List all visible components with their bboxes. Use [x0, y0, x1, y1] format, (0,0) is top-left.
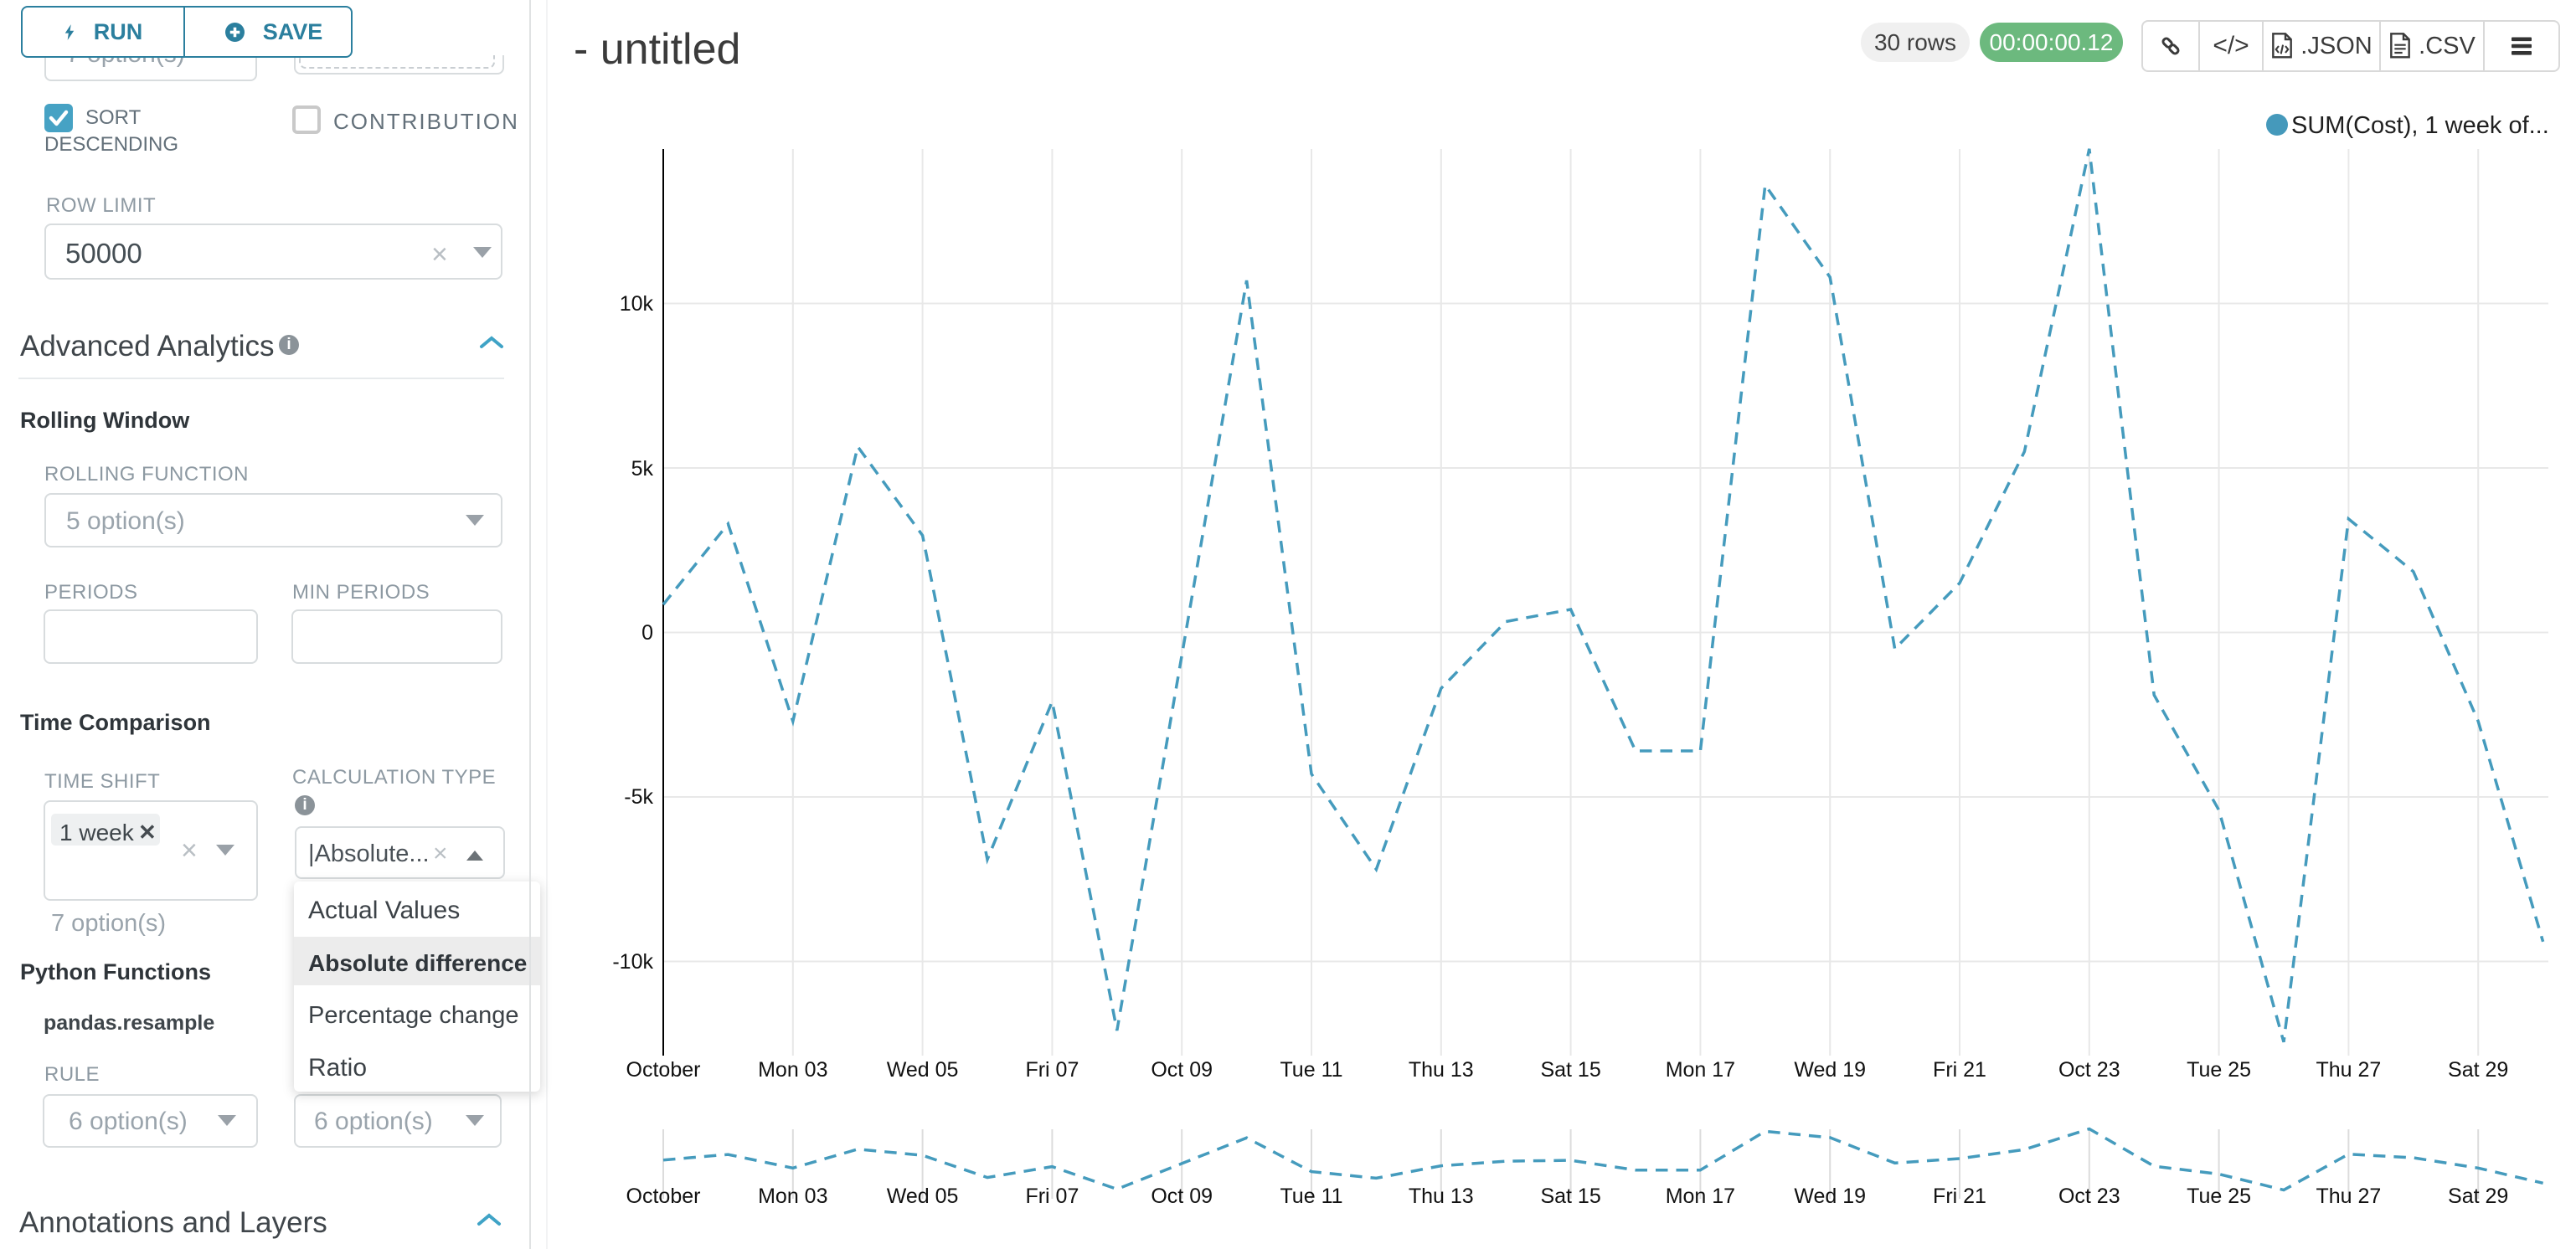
svg-text:Oct 09: Oct 09 [1151, 1058, 1213, 1082]
svg-text:Oct 23: Oct 23 [2058, 1185, 2120, 1208]
svg-text:October: October [626, 1058, 701, 1082]
svg-text:Fri 21: Fri 21 [1933, 1058, 1986, 1082]
svg-text:Tue 11: Tue 11 [1280, 1185, 1342, 1208]
svg-text:Fri 21: Fri 21 [1933, 1185, 1986, 1208]
svg-text:Sat 15: Sat 15 [1540, 1185, 1600, 1208]
svg-text:5k: 5k [631, 457, 654, 481]
svg-text:Wed 05: Wed 05 [887, 1185, 959, 1208]
svg-text:Sat 29: Sat 29 [2448, 1058, 2508, 1082]
svg-text:Wed 05: Wed 05 [887, 1058, 959, 1082]
svg-text:-10k: -10k [612, 950, 653, 974]
svg-text:October: October [626, 1185, 701, 1208]
svg-text:-5k: -5k [624, 785, 653, 809]
svg-text:Wed 19: Wed 19 [1794, 1185, 1866, 1208]
svg-text:10k: 10k [620, 292, 654, 316]
svg-text:Tue 11: Tue 11 [1280, 1058, 1342, 1082]
svg-text:Thu 27: Thu 27 [2316, 1058, 2381, 1082]
svg-text:0: 0 [641, 621, 653, 645]
svg-text:Fri 07: Fri 07 [1025, 1185, 1079, 1208]
svg-text:Thu 27: Thu 27 [2316, 1185, 2381, 1208]
svg-text:SUM(Cost), 1 week of...: SUM(Cost), 1 week of... [2291, 112, 2549, 139]
svg-text:Oct 09: Oct 09 [1151, 1185, 1213, 1208]
svg-text:Sat 15: Sat 15 [1540, 1058, 1600, 1082]
svg-text:Sat 29: Sat 29 [2448, 1185, 2508, 1208]
svg-text:Mon 17: Mon 17 [1666, 1058, 1735, 1082]
svg-text:Fri 07: Fri 07 [1025, 1058, 1079, 1082]
svg-text:Tue 25: Tue 25 [2187, 1185, 2251, 1208]
svg-text:Wed 19: Wed 19 [1794, 1058, 1866, 1082]
svg-text:Mon 17: Mon 17 [1666, 1185, 1735, 1208]
svg-text:Oct 23: Oct 23 [2058, 1058, 2120, 1082]
svg-text:Thu 13: Thu 13 [1409, 1058, 1474, 1082]
svg-text:Mon 03: Mon 03 [758, 1058, 827, 1082]
svg-text:Mon 03: Mon 03 [758, 1185, 827, 1208]
svg-text:Thu 13: Thu 13 [1409, 1185, 1474, 1208]
svg-text:Tue 25: Tue 25 [2187, 1058, 2251, 1082]
